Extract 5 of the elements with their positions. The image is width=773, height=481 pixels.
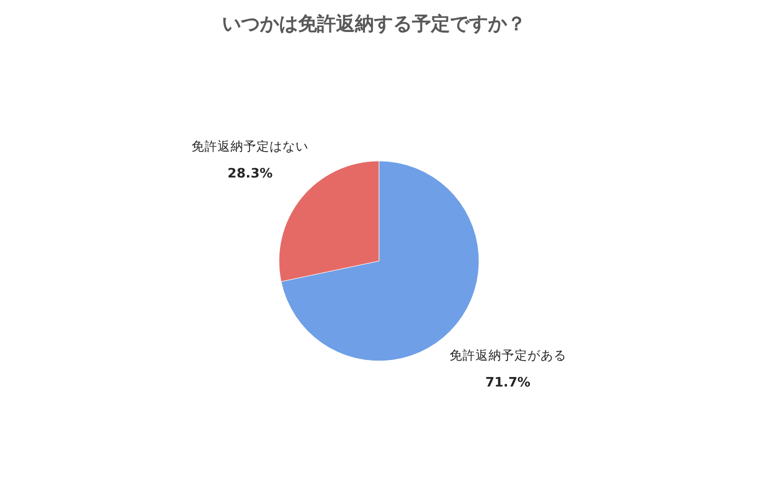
slice-label: 免許返納予定はない bbox=[192, 138, 309, 154]
slice-label: 免許返納予定がある bbox=[449, 348, 566, 363]
data-label: 28.3% bbox=[228, 166, 273, 182]
data-label: 71.7% bbox=[485, 376, 530, 391]
chart-title: いつかは免許返納する予定ですか？ bbox=[222, 13, 526, 35]
